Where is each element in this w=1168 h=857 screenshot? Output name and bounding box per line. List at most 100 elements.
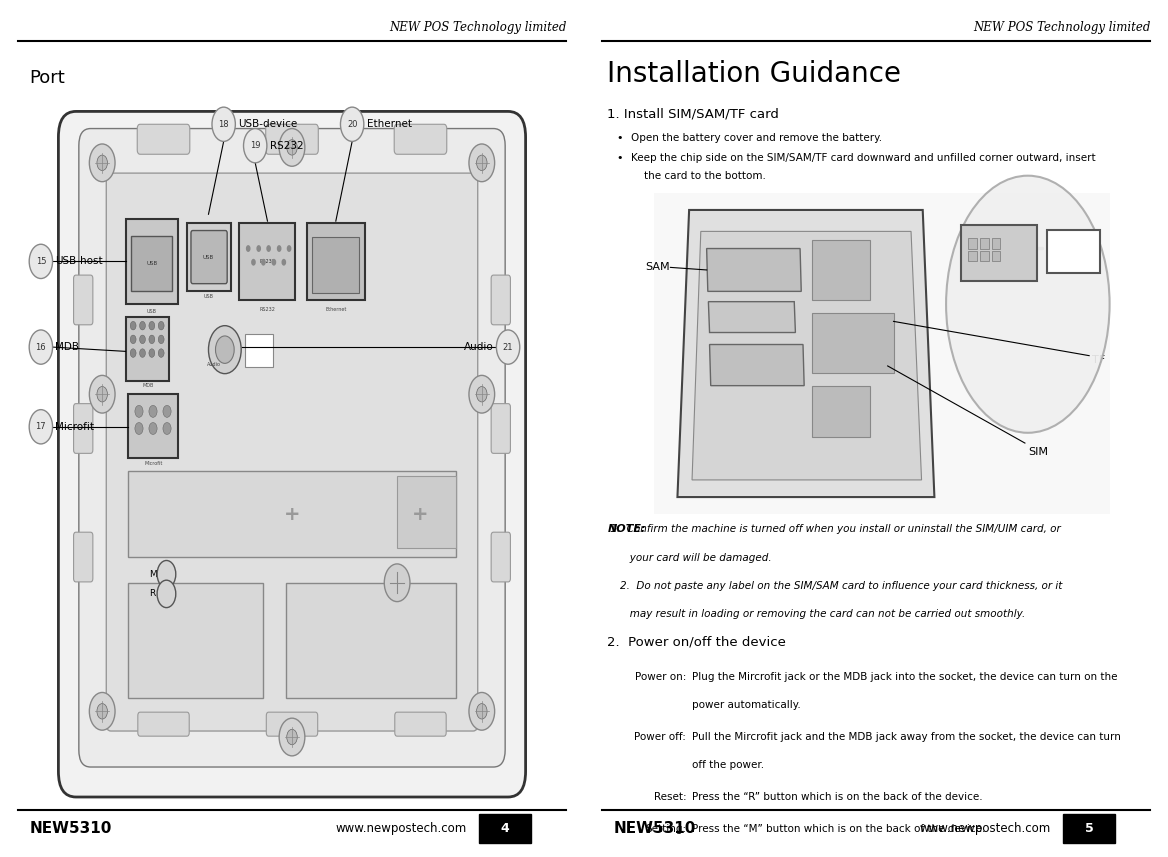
Text: 2.  Power on/off the device: 2. Power on/off the device — [607, 636, 786, 649]
Circle shape — [286, 245, 291, 252]
Circle shape — [468, 375, 494, 413]
FancyBboxPatch shape — [239, 223, 294, 300]
Circle shape — [162, 405, 171, 417]
Text: your card will be damaged.: your card will be damaged. — [607, 553, 772, 563]
Circle shape — [150, 321, 154, 330]
Circle shape — [157, 560, 175, 588]
Text: USB: USB — [147, 309, 157, 314]
Text: www.newpostech.com: www.newpostech.com — [920, 822, 1051, 836]
Text: the card to the bottom.: the card to the bottom. — [631, 171, 765, 182]
Text: SAM: SAM — [645, 262, 670, 273]
Circle shape — [89, 692, 114, 730]
Text: Setting:: Setting: — [645, 824, 687, 834]
FancyBboxPatch shape — [812, 313, 894, 373]
FancyBboxPatch shape — [74, 275, 92, 325]
FancyBboxPatch shape — [980, 238, 988, 249]
FancyBboxPatch shape — [286, 583, 456, 698]
FancyBboxPatch shape — [1047, 230, 1100, 273]
Circle shape — [384, 564, 410, 602]
Text: Installation Guidance: Installation Guidance — [607, 60, 902, 88]
Circle shape — [140, 349, 145, 357]
Text: NEW POS Technology limited: NEW POS Technology limited — [973, 21, 1150, 34]
Circle shape — [245, 245, 250, 252]
Text: 21: 21 — [503, 343, 513, 351]
Circle shape — [134, 423, 142, 434]
FancyBboxPatch shape — [128, 471, 456, 557]
Circle shape — [468, 692, 494, 730]
Text: Ethernet: Ethernet — [325, 259, 347, 264]
Text: Ethernet: Ethernet — [367, 119, 412, 129]
Circle shape — [279, 129, 305, 166]
Text: off the power.: off the power. — [691, 760, 764, 770]
Circle shape — [131, 349, 135, 357]
Circle shape — [29, 244, 53, 279]
Circle shape — [477, 387, 487, 402]
Text: 5: 5 — [1085, 822, 1093, 836]
Circle shape — [140, 335, 145, 344]
Ellipse shape — [946, 176, 1110, 433]
Text: MDB: MDB — [56, 342, 79, 352]
Circle shape — [29, 410, 53, 444]
FancyBboxPatch shape — [397, 476, 456, 548]
Circle shape — [279, 718, 305, 756]
Circle shape — [150, 405, 157, 417]
Text: Ethernet: Ethernet — [325, 307, 347, 312]
FancyBboxPatch shape — [394, 124, 446, 154]
Text: 4: 4 — [501, 822, 509, 836]
Text: Press the “M” button which is on the back of the device.: Press the “M” button which is on the bac… — [691, 824, 986, 834]
FancyBboxPatch shape — [266, 712, 318, 736]
Text: USB: USB — [146, 261, 158, 266]
Text: +: + — [412, 505, 429, 524]
Text: 1. Install SIM/SAM/TF card: 1. Install SIM/SAM/TF card — [607, 107, 779, 120]
FancyBboxPatch shape — [812, 386, 870, 437]
FancyBboxPatch shape — [266, 124, 318, 154]
FancyBboxPatch shape — [491, 532, 510, 582]
Text: www.newpostech.com: www.newpostech.com — [336, 822, 467, 836]
Text: 16: 16 — [35, 343, 47, 351]
Circle shape — [150, 423, 157, 434]
FancyBboxPatch shape — [126, 219, 178, 304]
Circle shape — [468, 144, 494, 182]
Text: Press the “R” button which is on the back of the device.: Press the “R” button which is on the bac… — [691, 792, 982, 802]
FancyBboxPatch shape — [479, 814, 531, 843]
Text: 2.  Do not paste any label on the SIM/SAM card to influence your card thickness,: 2. Do not paste any label on the SIM/SAM… — [607, 581, 1063, 591]
FancyBboxPatch shape — [312, 237, 359, 293]
Circle shape — [281, 259, 286, 266]
FancyBboxPatch shape — [138, 712, 189, 736]
Circle shape — [266, 245, 271, 252]
Circle shape — [29, 330, 53, 364]
FancyBboxPatch shape — [992, 238, 1000, 249]
Text: MDB: MDB — [142, 383, 153, 388]
FancyBboxPatch shape — [812, 240, 870, 300]
FancyBboxPatch shape — [491, 404, 510, 453]
FancyBboxPatch shape — [491, 275, 510, 325]
FancyBboxPatch shape — [74, 404, 92, 453]
FancyBboxPatch shape — [960, 225, 1036, 281]
Text: USB: USB — [203, 255, 214, 260]
FancyBboxPatch shape — [968, 238, 976, 249]
FancyBboxPatch shape — [187, 223, 230, 291]
Circle shape — [140, 321, 145, 330]
Circle shape — [131, 335, 135, 344]
Text: Microfit: Microfit — [56, 422, 95, 432]
Text: may result in loading or removing the card can not be carried out smoothly.: may result in loading or removing the ca… — [607, 609, 1026, 620]
Circle shape — [256, 245, 260, 252]
Circle shape — [162, 423, 171, 434]
FancyBboxPatch shape — [138, 124, 189, 154]
FancyBboxPatch shape — [128, 583, 263, 698]
Text: M: M — [150, 570, 157, 578]
Text: USB-device: USB-device — [238, 119, 298, 129]
Text: power automatically.: power automatically. — [691, 700, 801, 710]
Circle shape — [496, 330, 520, 364]
FancyBboxPatch shape — [126, 317, 169, 381]
Circle shape — [477, 155, 487, 171]
Text: Power on:: Power on: — [635, 672, 687, 682]
Circle shape — [134, 405, 142, 417]
Text: SIM: SIM — [1028, 447, 1048, 458]
Circle shape — [97, 387, 107, 402]
Circle shape — [89, 144, 114, 182]
Text: USB-host: USB-host — [56, 256, 103, 267]
Text: NEW5310: NEW5310 — [29, 821, 112, 836]
Circle shape — [208, 326, 241, 374]
Circle shape — [477, 704, 487, 719]
